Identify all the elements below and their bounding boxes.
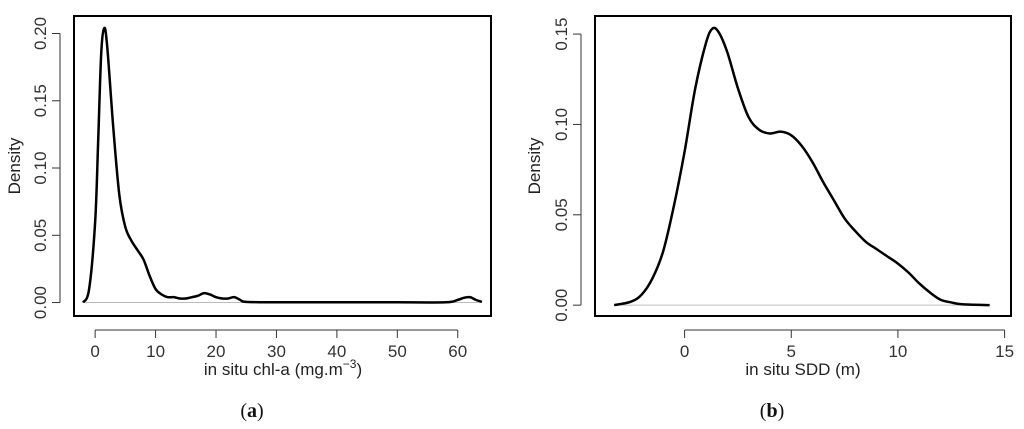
x-axis-title-a: in situ chl-a (mg.m−3): [204, 357, 362, 379]
x-tick-label-a: 50: [388, 342, 407, 361]
panel-label-a: (a): [240, 400, 263, 422]
density-curve-b: [613, 26, 990, 307]
y-tick-label-b: 0.00: [552, 289, 571, 322]
x-tick-label-a: 20: [207, 342, 226, 361]
chart-panel-a: 0 10 20 30 40 50 60 0.00 0.05 0.10 0.15 0.20 in si…: [5, 15, 492, 422]
x-tick-label-a: 40: [327, 342, 346, 361]
plot-frame-a: [73, 15, 492, 317]
x-ticks-b: 0 5 10 15: [680, 330, 1014, 361]
y-ticks-b: 0.00 0.05 0.10 0.15: [552, 18, 581, 322]
density-curve-a: [81, 26, 483, 304]
y-axis-title-a: Density: [5, 137, 24, 194]
y-ticks-a: 0.00 0.05 0.10 0.15 0.20: [31, 17, 60, 319]
x-tick-label-a: 10: [146, 342, 165, 361]
panel-label-b: (b): [760, 400, 784, 422]
y-tick-label-a: 0.00: [31, 286, 50, 319]
chart-panel-b: 0 5 10 15 0.000.050.100.15 in situ SDD (m) …: [525, 15, 1014, 422]
y-tick-label-a: 0.05: [31, 219, 50, 252]
x-tick-label-a: 60: [448, 342, 467, 361]
y-tick-label-a: 0.20: [31, 17, 50, 50]
y-tick-label-a: 0.10: [31, 151, 50, 184]
y-tick-label-b: 0.10: [552, 108, 571, 141]
y-axis-title-b: Density: [525, 137, 544, 194]
x-tick-label-a: 30: [267, 342, 286, 361]
x-axis-title-b: in situ SDD (m): [745, 360, 860, 379]
plot-frame-b: [594, 15, 1012, 317]
x-tick-label-b: 15: [995, 342, 1014, 361]
x-tick-label-a: 0: [90, 342, 99, 361]
y-tick-label-a: 0.15: [31, 84, 50, 117]
x-tick-label-b: 0: [680, 342, 689, 361]
x-ticks-a: 0 10 20 30 40 50 60: [90, 330, 467, 361]
y-tick-label-b: 0.05: [552, 198, 571, 231]
x-tick-label-b: 5: [787, 342, 796, 361]
x-tick-label-b: 10: [888, 342, 907, 361]
y-tick-label-b: 0.15: [552, 18, 571, 51]
